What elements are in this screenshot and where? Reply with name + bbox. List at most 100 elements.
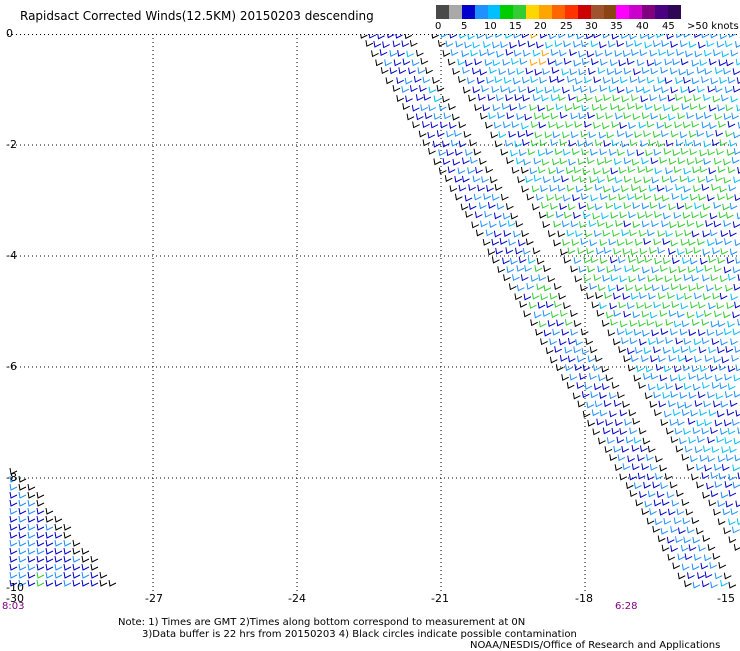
wind-barb xyxy=(511,121,520,129)
wind-barb xyxy=(392,85,401,92)
wind-barb xyxy=(649,508,657,516)
wind-barb xyxy=(27,571,36,579)
wind-barb xyxy=(713,464,722,471)
wind-barb xyxy=(9,491,18,499)
wind-barb xyxy=(613,400,622,407)
wind-barb xyxy=(517,130,526,138)
wind-barb xyxy=(641,112,650,120)
wind-barb xyxy=(683,382,692,390)
wind-barb xyxy=(553,239,561,247)
scale-label-20: 20 xyxy=(534,21,547,32)
wind-barb xyxy=(510,212,519,220)
wind-barb xyxy=(405,95,413,103)
wind-barb xyxy=(404,34,413,40)
wind-barb xyxy=(546,194,554,202)
wind-barb xyxy=(609,302,618,310)
lat-label-m4: -4 xyxy=(6,249,17,262)
wind-barb xyxy=(520,274,529,282)
wind-barb xyxy=(602,274,611,282)
wind-barb xyxy=(596,158,605,166)
wind-barb xyxy=(444,175,453,182)
wind-barb xyxy=(638,121,647,129)
wind-barb xyxy=(598,374,606,382)
wind-barb xyxy=(617,454,626,462)
wind-barb xyxy=(661,499,670,506)
wind-barb xyxy=(45,515,54,523)
wind-barb xyxy=(563,302,571,310)
wind-barb xyxy=(629,320,638,327)
wind-barb xyxy=(642,329,650,337)
wind-barb xyxy=(474,211,483,219)
wind-barb xyxy=(647,229,655,237)
wind-barb xyxy=(690,301,698,309)
wind-barb xyxy=(597,265,606,273)
wind-barb xyxy=(599,58,608,66)
scale-swatch xyxy=(500,5,514,19)
wind-barb xyxy=(603,400,612,408)
wind-barb xyxy=(610,212,619,219)
wind-barb xyxy=(573,320,582,328)
wind-barb xyxy=(662,104,671,112)
wind-barb xyxy=(641,508,650,516)
wind-barb xyxy=(581,347,590,355)
wind-barb xyxy=(677,572,686,580)
wind-barb xyxy=(603,140,612,148)
wind-barb xyxy=(651,266,660,274)
wind-barb xyxy=(539,76,547,84)
wind-barb xyxy=(636,302,644,309)
wind-barb xyxy=(433,113,442,120)
wind-barb xyxy=(699,149,708,157)
wind-barb xyxy=(582,211,591,219)
wind-barb xyxy=(719,139,728,147)
wind-barb xyxy=(495,247,503,255)
wind-barb xyxy=(627,455,635,463)
wind-barb xyxy=(531,185,540,193)
wind-barb xyxy=(723,266,732,274)
wind-barb xyxy=(693,553,702,561)
wind-barb xyxy=(485,121,493,129)
wind-barb xyxy=(681,320,690,328)
wind-barb xyxy=(686,112,695,120)
wind-barb xyxy=(686,158,695,166)
wind-barb xyxy=(652,525,661,533)
wind-barb xyxy=(646,120,655,128)
wind-barb xyxy=(578,50,586,58)
wind-barb xyxy=(649,247,657,255)
wind-barb xyxy=(641,157,649,165)
wind-barb xyxy=(727,383,736,391)
wind-barb xyxy=(611,34,620,40)
wind-barb xyxy=(594,203,603,211)
wind-barb xyxy=(511,58,519,65)
wind-barb xyxy=(540,338,548,346)
wind-barb xyxy=(486,185,494,192)
wind-barb xyxy=(81,579,90,587)
wind-barb xyxy=(54,555,63,563)
wind-barb xyxy=(581,104,590,112)
wind-barb xyxy=(512,77,521,85)
wind-barb xyxy=(669,419,678,426)
wind-barb xyxy=(36,571,45,579)
wind-barb xyxy=(530,121,539,129)
wind-barb xyxy=(720,491,729,499)
wind-barb xyxy=(660,527,669,535)
wind-barb xyxy=(510,149,518,157)
wind-barb xyxy=(573,211,581,219)
wind-barb xyxy=(27,563,36,571)
wind-barb xyxy=(646,59,655,67)
wind-barb xyxy=(576,95,585,103)
wind-barb xyxy=(458,184,467,192)
wind-barb xyxy=(724,40,733,48)
wind-barb xyxy=(626,347,635,355)
wind-barb xyxy=(716,436,724,443)
wind-barb xyxy=(730,293,739,301)
wind-speed-color-scale xyxy=(436,5,681,19)
wind-barb xyxy=(577,158,586,166)
wind-barb xyxy=(497,112,505,119)
wind-barb xyxy=(518,103,527,110)
wind-barb xyxy=(568,139,577,147)
wind-barb xyxy=(661,284,670,292)
wind-barb xyxy=(598,41,607,49)
wind-barb xyxy=(702,230,711,238)
wind-barb xyxy=(585,34,594,40)
wind-barb xyxy=(462,157,470,165)
